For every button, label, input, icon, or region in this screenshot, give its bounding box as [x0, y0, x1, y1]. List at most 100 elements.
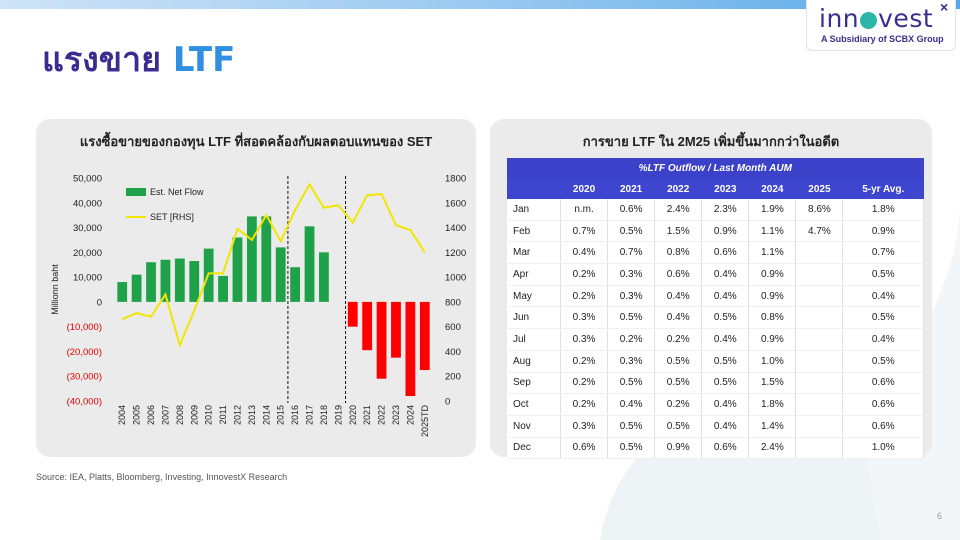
x-tick-label: 2015	[276, 405, 286, 425]
table-row: Oct 0.2% 0.4% 0.2% 0.4% 1.8% 0.6%	[507, 393, 924, 416]
table-cell: 0.2%	[560, 285, 609, 308]
source-note: Source: IEA, Platts, Bloomberg, Investin…	[36, 472, 288, 482]
table-cell: 0.9%	[748, 328, 797, 351]
y-tick-label: (30,000)	[67, 372, 102, 383]
y-tick-label: (10,000)	[67, 322, 102, 333]
net-outflow-bar	[419, 301, 430, 371]
net-flow-bar	[174, 258, 185, 302]
chart-panel-title: แรงซื้อขายของกองทุน LTF ที่สอดคล้องกับผล…	[79, 134, 433, 149]
column-header: 2021	[607, 179, 655, 199]
table-cell: 0.3%	[560, 328, 609, 351]
y-tick-label: (20,000)	[67, 347, 102, 358]
table-row: Aug 0.2% 0.3% 0.5% 0.5% 1.0% 0.5%	[507, 350, 924, 373]
table-cell: 0.7%	[607, 241, 656, 265]
row-month: Mar	[507, 241, 561, 265]
y-tick-label: 0	[97, 297, 102, 308]
table-cell: 1.4%	[748, 415, 797, 438]
table-cell: 0.6%	[701, 437, 750, 460]
x-tick-label: 2024	[405, 405, 415, 425]
table-cell	[795, 241, 844, 265]
logo-text-left: inn	[819, 4, 860, 33]
net-flow-bar	[189, 261, 200, 302]
column-header: 2025	[795, 179, 843, 199]
table-cell: 0.2%	[560, 350, 609, 373]
x-tick-label: 2005	[132, 405, 142, 425]
net-flow-bar	[232, 237, 243, 302]
page-title: แรงขาย LTF	[42, 32, 235, 86]
table-cell: 0.3%	[607, 350, 656, 373]
y-right-tick-label: 1800	[445, 174, 466, 185]
table-cell: 0.4%	[701, 415, 750, 438]
x-tick-label: 2023	[391, 405, 401, 425]
table-cell: 8.6%	[795, 199, 844, 221]
table-cell	[795, 372, 844, 395]
net-outflow-bar	[362, 301, 373, 351]
table-cell: 0.3%	[607, 285, 656, 308]
table-row: Mar 0.4% 0.7% 0.8% 0.6% 1.1% 0.7%	[507, 241, 924, 265]
column-header: 2022	[654, 179, 702, 199]
logo-circle-icon	[860, 12, 878, 29]
table-cell: 2.4%	[748, 437, 797, 460]
table-row: Jan n.m. 0.6% 2.4% 2.3% 1.9% 8.6% 1.8%	[507, 199, 924, 221]
x-tick-label: 2018	[319, 405, 329, 425]
row-month: Jul	[507, 328, 561, 351]
ltf-outflow-table: %LTF Outflow / Last Month AUM 2020 2021 …	[507, 158, 924, 460]
table-cell: 0.6%	[607, 199, 656, 221]
table-row: Sep 0.2% 0.5% 0.5% 0.5% 1.5% 0.6%	[507, 372, 924, 395]
legend-label-net-flow: Est. Net Flow	[150, 187, 204, 197]
y-right-tick-label: 1400	[445, 223, 466, 234]
table-cell: 0.5%	[701, 306, 750, 330]
table-cell: 2.4%	[654, 199, 703, 221]
net-flow-bar	[319, 252, 329, 302]
x-tick-label: 2019	[333, 405, 343, 425]
table-header: %LTF Outflow / Last Month AUM	[507, 158, 924, 179]
table-cell	[795, 350, 844, 373]
y-right-tick-label: 400	[445, 347, 461, 358]
logo-subtitle: A Subsidiary of SCBX Group	[821, 34, 944, 44]
table-cell	[795, 415, 844, 438]
table-panel-title: การขาย LTF ใน 2M25 เพิ่มขึ้นมากกว่าในอดี…	[582, 134, 840, 149]
table-cell: 0.2%	[654, 393, 703, 416]
table-row: Jul 0.3% 0.2% 0.2% 0.4% 0.9% 0.4%	[507, 328, 924, 351]
table-cell: 0.4%	[842, 285, 924, 308]
net-outflow-bar	[391, 301, 401, 358]
table-cell: 0.5%	[607, 306, 656, 330]
legend-swatch-net-flow	[126, 188, 146, 196]
table-cell: 0.7%	[842, 241, 924, 265]
net-flow-bar	[261, 216, 272, 302]
table-row: Jun 0.3% 0.5% 0.4% 0.5% 0.8% 0.5%	[507, 306, 924, 330]
table-cell: 0.4%	[842, 328, 924, 351]
column-header: 5-yr Avg.	[842, 179, 924, 199]
y-right-tick-label: 1600	[445, 198, 466, 209]
y-right-tick-label: 1200	[445, 248, 466, 259]
table-cell: 1.1%	[748, 241, 797, 265]
net-flow-bar	[146, 262, 156, 302]
table-cell: 0.8%	[748, 306, 797, 330]
net-flow-bar	[218, 275, 228, 302]
table-cell: 0.9%	[842, 220, 924, 243]
y-tick-label: 20,000	[73, 248, 102, 259]
page-title-thai: แรงขาย	[42, 40, 162, 80]
table-cell	[795, 393, 844, 416]
table-cell: 0.9%	[748, 285, 797, 308]
x-tick-label: 2014	[261, 405, 271, 425]
x-tick-label: 2013	[247, 405, 257, 425]
table-cell: 0.9%	[654, 437, 703, 460]
page-title-en: LTF	[172, 40, 236, 80]
x-tick-label: 2007	[160, 405, 170, 425]
table-cell: 0.2%	[560, 393, 609, 416]
x-tick-label: 2008	[175, 405, 185, 425]
table-row: May 0.2% 0.3% 0.4% 0.4% 0.9% 0.4%	[507, 285, 924, 308]
table-cell: 0.6%	[842, 372, 924, 395]
y-right-tick-label: 600	[445, 322, 461, 333]
column-header: 2020	[560, 179, 608, 199]
net-flow-bar	[290, 267, 301, 302]
y-axis-label: Millionn baht	[50, 264, 60, 315]
x-tick-label: 2009	[189, 405, 199, 425]
net-outflow-bar	[347, 301, 358, 327]
y-tick-label: 50,000	[73, 174, 102, 185]
x-tick-label: 2022	[377, 405, 387, 425]
table-cell: 0.5%	[654, 350, 703, 373]
net-outflow-bar	[405, 301, 416, 397]
